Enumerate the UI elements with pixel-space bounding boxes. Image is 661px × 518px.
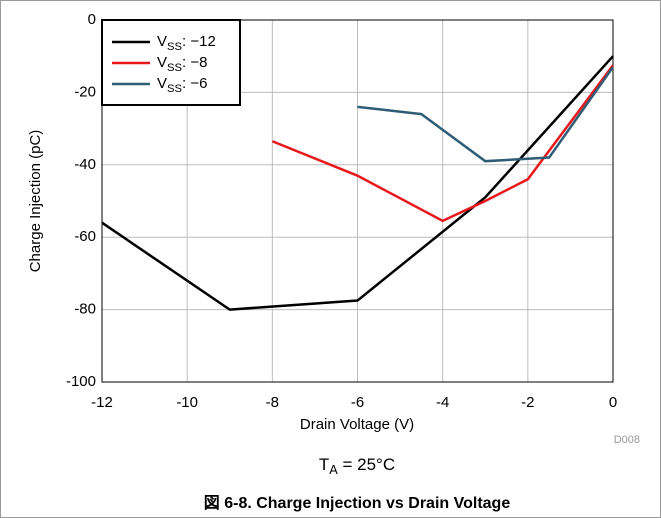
x-tick-label: -2 [521,394,534,411]
source-id: D008 [614,434,640,446]
caption: 図 6-8. Charge Injection vs Drain Voltage [204,494,511,512]
plot-border [101,19,614,383]
legend-label: VSS: −12 [157,33,216,53]
x-tick-label: -10 [176,394,198,411]
y-tick-label: -20 [74,83,96,100]
y-tick-label: -40 [74,156,96,173]
legend-label: VSS: −6 [157,75,207,95]
y-axis-label: Charge Injection (pC) [27,130,44,273]
x-tick-label: 0 [609,394,617,411]
y-tick-label: 0 [88,11,96,28]
x-tick-label: -8 [266,394,279,411]
x-tick-label: -12 [91,394,113,411]
series-line [101,55,614,311]
y-tick-label: -60 [74,228,96,245]
series-line [357,66,615,163]
x-axis-label: Drain Voltage (V) [300,416,414,433]
y-tick-label: -80 [74,301,96,318]
legend-label: VSS: −8 [157,54,207,74]
series-line [271,64,615,223]
y-tick-label: -100 [66,373,96,390]
x-tick-label: -6 [351,394,364,411]
x-tick-label: -4 [436,394,449,411]
annotation: TA = 25°C [319,455,395,477]
